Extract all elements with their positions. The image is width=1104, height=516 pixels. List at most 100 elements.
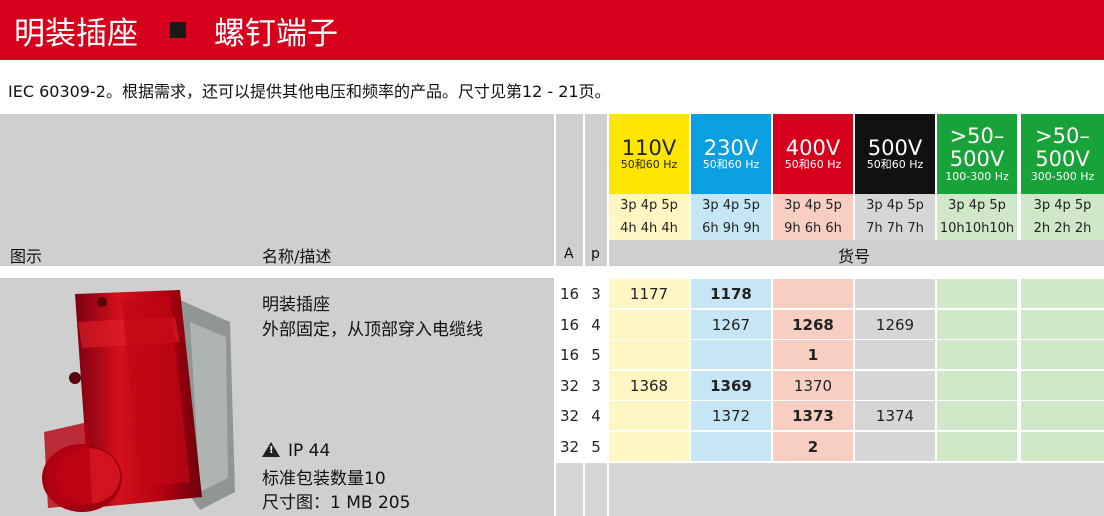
voltage-label: 230V [703,136,759,161]
clock-position: 2h 2h 2h [1033,221,1092,236]
warning-triangle-icon [262,442,280,457]
voltage-header: >50– 500V 100-300 Hz [937,114,1017,194]
order-number-cell: 1 [773,340,853,369]
voltage-header: 110V 50和60 Hz [609,114,689,194]
pole-config: 3p 4p 5p 10h10h10h [937,194,1017,240]
poles-cell: 5 [585,432,607,461]
clock-position: 4h 4h 4h [620,221,678,236]
amps-cell: 32 [556,432,583,461]
poles-cell: 3 [585,279,607,308]
order-number-cell [609,310,689,339]
col-order-label: 货号 [838,247,871,266]
order-number-cell [1021,401,1104,430]
dimension-ref: 尺寸图：1 MB 205 [262,493,411,513]
order-number-cell [937,371,1017,400]
product-name: 明装插座 [262,295,330,315]
intro-text: IEC 60309-2。根据需求，还可以提供其他电压和频率的产品。尺寸见第12 … [8,82,611,101]
product-detail: 外部固定，从顶部穿入电缆线 [262,320,483,340]
order-number-cell: 1374 [855,401,935,430]
page-subtitle: 螺钉端子 [214,15,338,52]
order-number-cell [855,432,935,461]
order-number-cell [937,340,1017,369]
order-number-cell: 1268 [773,310,853,339]
voltage-header: 500V 50和60 Hz [855,114,935,194]
voltage-label: >50– 500V [1035,124,1090,172]
frequency-label: 300-500 Hz [1030,170,1095,184]
order-number-cell: 1369 [691,371,771,400]
frequency-label: 50和60 Hz [702,158,760,172]
order-number-cell [1021,371,1104,400]
poles-cell: 3 [585,371,607,400]
table-footer-cell [609,463,1104,516]
amps-cell: 32 [556,401,583,430]
header-p-block [585,114,607,266]
order-number-cell [609,432,689,461]
clock-position: 9h 6h 6h [784,221,842,236]
pole-count: 3p 4p 5p [702,198,760,213]
frequency-label: 50和60 Hz [784,158,842,172]
order-number-cell: 1177 [609,279,689,308]
order-number-cell [937,432,1017,461]
col-image-label: 图示 [10,247,43,266]
poles-cell: 5 [585,340,607,369]
pole-count: 3p 4p 5p [1033,198,1092,213]
clock-position: 6h 9h 9h [702,221,760,236]
pole-count: 3p 4p 5p [784,198,842,213]
order-number-cell [609,340,689,369]
pole-count: 3p 4p 5p [620,198,678,213]
amps-cell: 16 [556,279,583,308]
order-number-cell: 1368 [609,371,689,400]
header-block [0,114,554,266]
voltage-header: 230V 50和60 Hz [691,114,771,194]
pole-count: 3p 4p 5p [948,198,1006,213]
voltage-label: >50– 500V [949,124,1005,172]
order-number-cell [937,401,1017,430]
order-number-cell [1021,340,1104,369]
clock-position: 10h10h10h [939,221,1015,236]
pole-config: 3p 4p 5p 6h 9h 9h [691,194,771,240]
order-number-cell [855,371,935,400]
clock-position: 7h 7h 7h [866,221,924,236]
voltage-label: 110V [621,136,677,161]
order-number-cell: 1373 [773,401,853,430]
voltage-header: >50– 500V 300-500 Hz [1021,114,1104,194]
amps-cell: 32 [556,371,583,400]
order-number-cell [855,340,935,369]
ip-rating-text: IP 44 [288,441,331,461]
voltage-header: 400V 50和60 Hz [773,114,853,194]
order-number-cell [855,279,935,308]
pole-config: 3p 4p 5p 7h 7h 7h [855,194,935,240]
red-wall-socket-image [42,290,235,512]
frequency-label: 50和60 Hz [866,158,924,172]
frequency-label: 50和60 Hz [620,158,678,172]
header-a-block [556,114,583,266]
table-footer-cell [585,463,607,516]
frequency-label: 100-300 Hz [945,170,1009,184]
pole-config: 3p 4p 5p 4h 4h 4h [609,194,689,240]
order-number-cell [609,401,689,430]
pole-config: 3p 4p 5p 9h 6h 6h [773,194,853,240]
order-number-cell [691,432,771,461]
pole-config: 3p 4p 5p 2h 2h 2h [1021,194,1104,240]
ip-rating: IP 44 [262,441,330,461]
amps-cell: 16 [556,310,583,339]
order-number-cell: 1269 [855,310,935,339]
poles-cell: 4 [585,310,607,339]
order-number-cell: 1267 [691,310,771,339]
voltage-label: 500V [867,136,923,161]
pack-quantity: 标准包装数量10 [262,469,386,489]
order-number-cell [1021,432,1104,461]
order-number-cell: 1372 [691,401,771,430]
order-number-cell [937,279,1017,308]
order-number-cell [691,340,771,369]
order-number-cell [1021,310,1104,339]
pole-count: 3p 4p 5p [866,198,924,213]
poles-cell: 4 [585,401,607,430]
amps-cell: 16 [556,340,583,369]
voltage-label: 400V [785,136,841,161]
square-bullet-icon [170,22,186,38]
order-number-cell: 1370 [773,371,853,400]
order-number-cell: 1178 [691,279,771,308]
order-number-cell: 2 [773,432,853,461]
col-a-label: A [564,246,574,262]
